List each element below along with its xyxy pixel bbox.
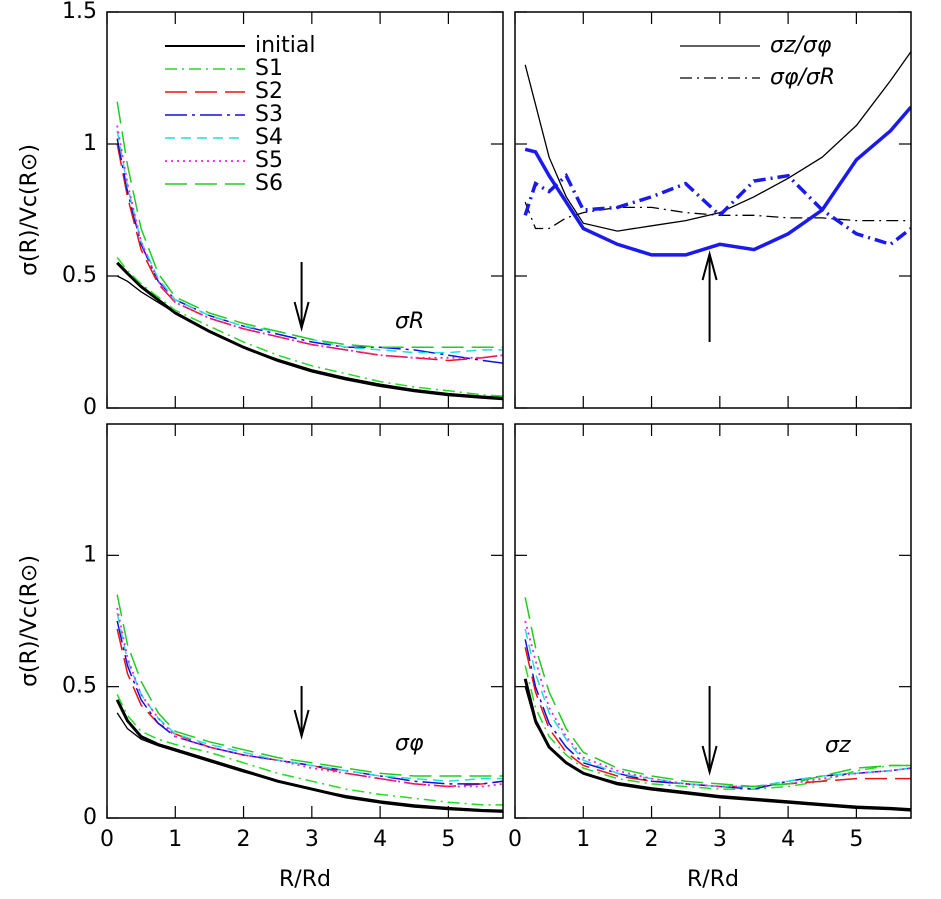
y-tick-label: 0 (83, 805, 97, 830)
frame (514, 11, 912, 409)
arrow-head (293, 709, 310, 740)
x-tick-label: 2 (645, 827, 659, 852)
y-tick-label: 1 (83, 542, 97, 567)
legend-label: S4 (255, 125, 283, 150)
series-line (116, 261, 503, 401)
legend-label: S3 (255, 102, 283, 127)
series-line (524, 639, 911, 790)
series-line (116, 143, 503, 362)
series-line (116, 275, 503, 399)
y-tick-label: 0 (83, 395, 97, 420)
y-tick-label: 0.5 (62, 674, 97, 699)
x-tick-label: 5 (849, 827, 863, 852)
series-line (523, 172, 911, 247)
series-line (524, 686, 911, 810)
series-line (116, 620, 503, 785)
y-tick-label: 1 (83, 131, 97, 156)
y-axis-label: σ(R)/Vc(R⊙) (17, 555, 42, 687)
series-line (524, 201, 911, 230)
x-axis-label: R/Rd (279, 867, 331, 892)
x-tick-label: 2 (237, 827, 251, 852)
arrow-head (701, 745, 718, 776)
arrow-head (293, 301, 310, 332)
panel: 0 1 2 3 4 5 R/Rd σz (508, 423, 912, 892)
x-tick-label: 5 (441, 827, 455, 852)
frame (106, 423, 504, 819)
legend-label: S2 (255, 79, 283, 104)
legend-label: σz/σφ (770, 33, 832, 58)
series-line (116, 594, 503, 777)
panel: 0 1 2 3 4 5 0 0.5 1 σ(R)/Vc(R⊙) R/Rd σφ (17, 423, 504, 892)
x-tick-label: 4 (373, 827, 387, 852)
x-tick-label: 3 (713, 827, 727, 852)
frame (514, 423, 912, 819)
x-tick-label: 4 (781, 827, 795, 852)
series-line (524, 51, 911, 232)
annotation: σφ (395, 731, 424, 756)
legend-label: σφ/σR (770, 65, 835, 90)
series-line (524, 620, 911, 788)
series-line (116, 130, 503, 354)
x-tick-label: 1 (576, 827, 590, 852)
arrow-head (701, 250, 718, 281)
x-tick-label: 1 (168, 827, 182, 852)
y-axis-label: σ(R)/Vc(R⊙) (17, 144, 42, 276)
series-line (524, 597, 911, 788)
series-line (116, 694, 503, 806)
legend-label: S1 (255, 56, 283, 81)
legend-label: S5 (255, 148, 283, 173)
series-line (116, 257, 503, 397)
series-line (116, 138, 503, 364)
series-line (116, 101, 503, 349)
series-line (116, 612, 503, 782)
x-axis-label: R/Rd (687, 867, 739, 892)
legend-label: S6 (255, 171, 283, 196)
series-line (116, 607, 503, 788)
series-line (524, 665, 911, 790)
series-line (523, 678, 911, 812)
series-line (116, 125, 503, 359)
series-line (116, 712, 503, 811)
y-tick-label: 1.5 (62, 0, 97, 24)
legend-label: initial (255, 33, 316, 58)
series-line (524, 628, 911, 788)
x-tick-label: 0 (100, 827, 114, 852)
x-tick-label: 0 (508, 827, 522, 852)
panel: σz/σφ σφ/σR (514, 11, 912, 409)
annotation: σR (395, 309, 424, 334)
x-tick-label: 3 (305, 827, 319, 852)
series-line (524, 647, 911, 788)
series-line (115, 699, 503, 813)
annotation: σz (825, 733, 851, 758)
frame (106, 11, 504, 409)
y-tick-label: 0.5 (62, 263, 97, 288)
